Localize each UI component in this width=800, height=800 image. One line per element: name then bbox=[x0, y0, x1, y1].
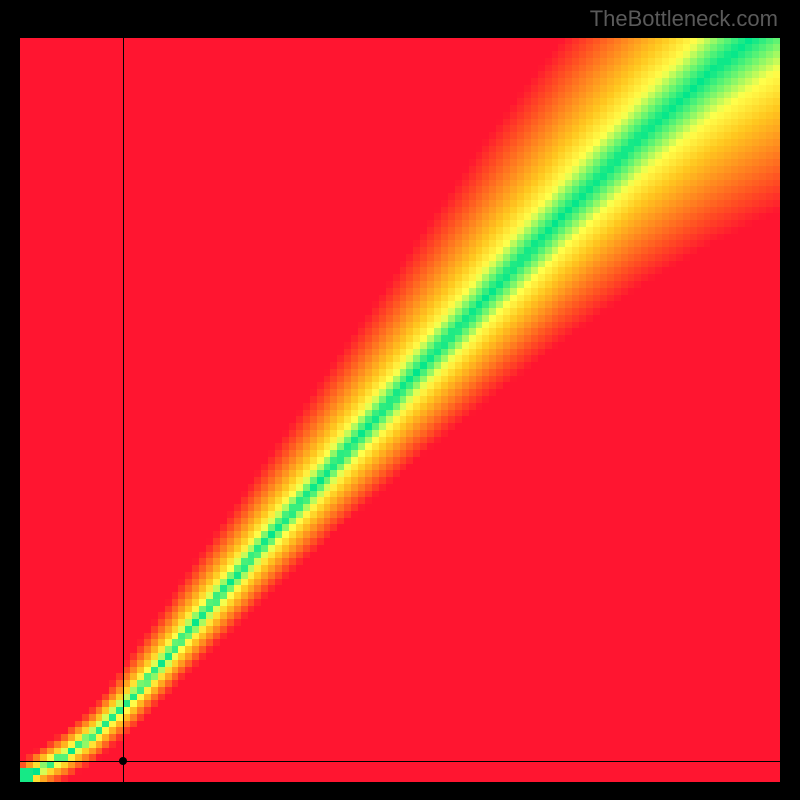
plot-area bbox=[20, 38, 780, 782]
chart-container: TheBottleneck.com bbox=[0, 0, 800, 800]
crosshair-marker bbox=[119, 757, 127, 765]
watermark-text: TheBottleneck.com bbox=[590, 6, 778, 32]
crosshair-vertical bbox=[123, 38, 124, 782]
crosshair-horizontal bbox=[20, 761, 780, 762]
heatmap-canvas bbox=[20, 38, 780, 782]
